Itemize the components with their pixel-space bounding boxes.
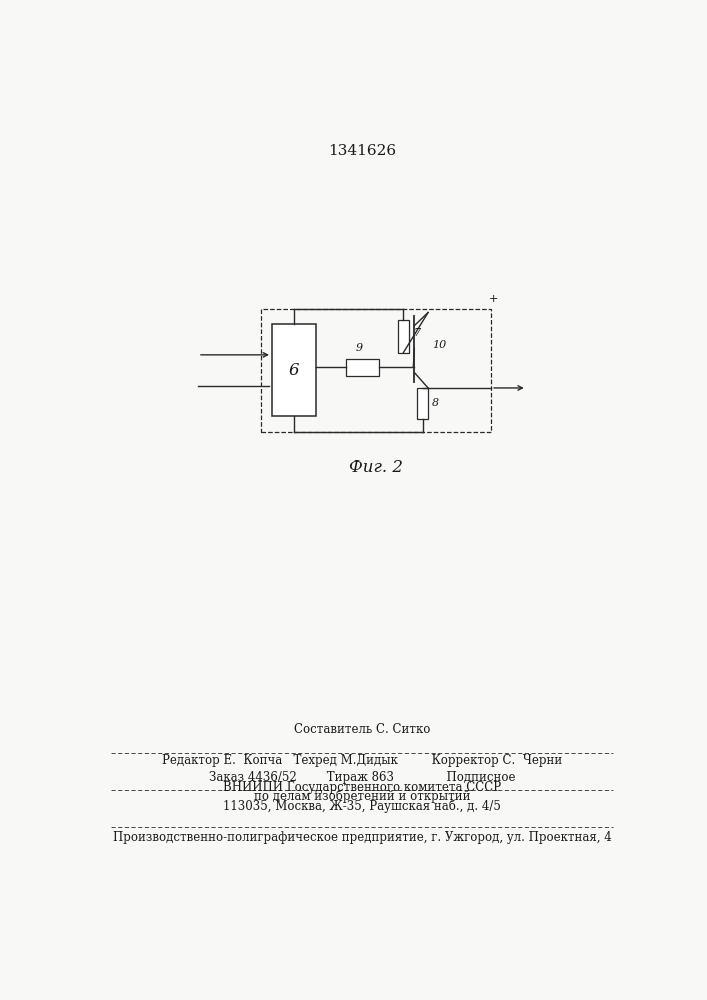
- Text: 6: 6: [288, 362, 299, 379]
- Text: 7: 7: [414, 328, 421, 338]
- Text: Производственно-полиграфическое предприятие, г. Ужгород, ул. Проектная, 4: Производственно-полиграфическое предприя…: [113, 831, 612, 844]
- Text: Редактор Е.  Копча   Техред М.Дидык         Корректор С.  Черни: Редактор Е. Копча Техред М.Дидык Коррект…: [162, 754, 563, 767]
- Text: +: +: [489, 294, 498, 304]
- Bar: [398, 320, 409, 353]
- Text: ВНИИПИ Государственного комитета СССР: ВНИИПИ Государственного комитета СССР: [223, 781, 501, 794]
- Bar: [272, 324, 316, 416]
- Bar: [261, 309, 491, 432]
- Text: по делам изобретений и открытий: по делам изобретений и открытий: [254, 790, 471, 803]
- Bar: [417, 388, 428, 419]
- Text: 113035, Москва, Ж-35, Раушская наб., д. 4/5: 113035, Москва, Ж-35, Раушская наб., д. …: [223, 799, 501, 813]
- Bar: [346, 359, 379, 376]
- Text: 9: 9: [356, 343, 363, 353]
- Text: 1341626: 1341626: [328, 144, 397, 158]
- Text: 10: 10: [433, 340, 447, 350]
- Text: 8: 8: [431, 398, 438, 408]
- Text: Заказ 4436/52        Тираж 863              Подписное: Заказ 4436/52 Тираж 863 Подписное: [209, 771, 515, 784]
- Text: Фиг. 2: Фиг. 2: [349, 459, 403, 476]
- Text: Составитель С. Ситко: Составитель С. Ситко: [294, 723, 431, 736]
